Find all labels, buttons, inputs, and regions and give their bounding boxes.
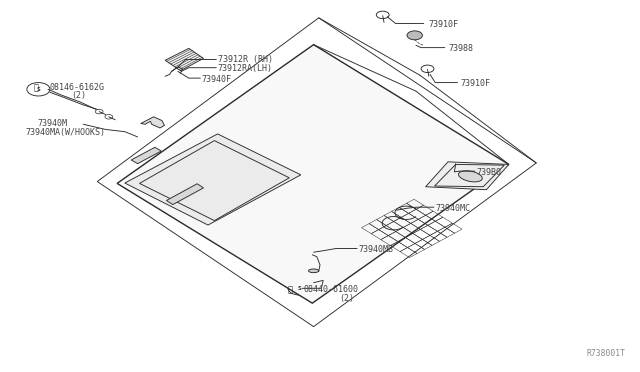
Circle shape (196, 194, 200, 196)
Text: S: S (298, 286, 301, 291)
Text: 73912R (RH): 73912R (RH) (218, 55, 273, 64)
Circle shape (407, 31, 422, 40)
Text: 08440-61600: 08440-61600 (303, 285, 358, 294)
Text: 73910F: 73910F (461, 79, 491, 88)
Polygon shape (426, 162, 509, 190)
Text: 73910F: 73910F (429, 20, 459, 29)
Polygon shape (117, 45, 509, 303)
Text: 73940F: 73940F (202, 75, 232, 84)
Text: Ⓢ: Ⓢ (287, 285, 292, 294)
Text: 739B0: 739B0 (477, 168, 502, 177)
Text: 08146-6162G: 08146-6162G (50, 83, 105, 92)
Text: 73940MC: 73940MC (435, 204, 470, 213)
Text: (2): (2) (339, 294, 354, 303)
Polygon shape (308, 269, 319, 273)
Text: 73912RA(LH): 73912RA(LH) (218, 64, 273, 73)
Polygon shape (165, 48, 204, 71)
Polygon shape (166, 184, 204, 205)
Polygon shape (125, 134, 301, 225)
Text: 73940MA(W/HOOKS): 73940MA(W/HOOKS) (26, 128, 106, 137)
Text: Ⓢ: Ⓢ (34, 83, 39, 92)
Text: S: S (36, 87, 40, 92)
Text: R738001T: R738001T (587, 349, 626, 358)
Text: 73988: 73988 (448, 44, 473, 53)
Polygon shape (131, 147, 161, 164)
Text: 73940MB: 73940MB (358, 245, 394, 254)
Text: 73940M: 73940M (37, 119, 67, 128)
Text: (2): (2) (72, 92, 86, 100)
Circle shape (179, 170, 182, 172)
Polygon shape (458, 171, 483, 182)
Polygon shape (141, 117, 164, 128)
